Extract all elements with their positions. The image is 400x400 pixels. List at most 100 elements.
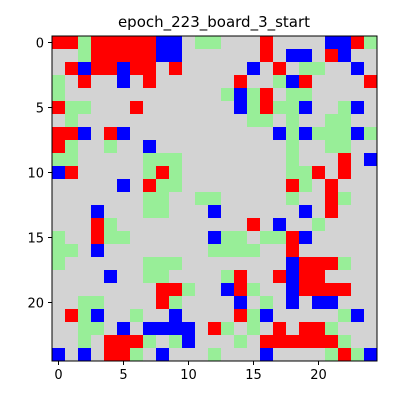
board-cell-empty [273, 49, 287, 63]
y-axis: 0 5 10 15 20 [27, 37, 52, 312]
board-cell-empty [312, 49, 326, 63]
board-cell-blue [91, 244, 105, 258]
board-cell-green [65, 244, 79, 258]
board-cell-empty [195, 88, 209, 102]
board-cell-empty [78, 179, 92, 193]
board-cell-empty [91, 257, 105, 271]
board-cell-empty [208, 62, 222, 76]
board-cell-green [247, 322, 261, 336]
board-cell-empty [286, 218, 300, 232]
board-cell-empty [78, 283, 92, 297]
board-cell-empty [221, 309, 235, 323]
board-cell-empty [312, 205, 326, 219]
board-cell-empty [130, 257, 144, 271]
y-tick-label: 10 [27, 167, 44, 182]
board-cell-red [130, 62, 144, 76]
board-cell-empty [130, 127, 144, 141]
board-cell-green [234, 335, 248, 349]
board-cell-empty [351, 179, 365, 193]
board-cell-blue [364, 348, 378, 362]
board-cell-red [338, 166, 352, 180]
board-cell-blue [156, 36, 170, 50]
board-cell-blue [325, 36, 339, 50]
board-cell-empty [65, 218, 79, 232]
board-cell-green [234, 231, 248, 245]
board-cell-green [247, 114, 261, 128]
board-cell-green [130, 309, 144, 323]
board-cell-green [286, 88, 300, 102]
board-cell-empty [208, 114, 222, 128]
board-cell-blue [351, 62, 365, 76]
board-cell-empty [104, 75, 118, 89]
board-cell-green [52, 257, 66, 271]
board-cell-blue [234, 88, 248, 102]
board-cell-empty [195, 231, 209, 245]
board-cell-empty [156, 75, 170, 89]
board-cell-empty [260, 218, 274, 232]
board-cell-green [169, 257, 183, 271]
board-cell-empty [234, 140, 248, 154]
board-cell-empty [91, 140, 105, 154]
board-cell-green [52, 88, 66, 102]
board-cell-empty [221, 127, 235, 141]
board-cell-empty [117, 140, 131, 154]
board-cell-empty [52, 296, 66, 310]
board-cell-empty [208, 335, 222, 349]
board-cell-green [65, 140, 79, 154]
board-cell-blue [299, 205, 313, 219]
board-cell-empty [78, 218, 92, 232]
board-cell-empty [104, 153, 118, 167]
board-cell-empty [104, 296, 118, 310]
board-cell-empty [273, 88, 287, 102]
board-cell-green [338, 192, 352, 206]
board-cell-green [286, 101, 300, 115]
board-cell-empty [156, 62, 170, 76]
board-cell-green [286, 166, 300, 180]
board-cell-blue [91, 309, 105, 323]
board-cell-empty [143, 348, 157, 362]
board-cell-empty [143, 127, 157, 141]
board-cell-empty [91, 101, 105, 115]
board-cell-green [104, 218, 118, 232]
board-cell-empty [143, 218, 157, 232]
board-cell-green [195, 36, 209, 50]
board-cell-blue [286, 75, 300, 89]
board-cell-empty [221, 62, 235, 76]
board-cell-empty [273, 348, 287, 362]
board-cell-green [130, 348, 144, 362]
x-tick-label: 5 [119, 368, 127, 383]
board-cell-empty [364, 218, 378, 232]
board-cell-empty [91, 153, 105, 167]
board-cell-green [312, 127, 326, 141]
board-cell-empty [195, 62, 209, 76]
board-cell-empty [260, 192, 274, 206]
board-cell-red [234, 270, 248, 284]
board-cell-empty [351, 335, 365, 349]
board-cell-green [156, 153, 170, 167]
board-cell-empty [260, 257, 274, 271]
board-cell-empty [208, 270, 222, 284]
board-cell-red [208, 322, 222, 336]
board-cell-red [299, 322, 313, 336]
board-cell-green [338, 335, 352, 349]
board-cell-empty [234, 218, 248, 232]
board-cell-empty [182, 257, 196, 271]
board-cell-red [143, 75, 157, 89]
board-cell-empty [130, 205, 144, 219]
board-cell-empty [169, 114, 183, 128]
board-cell-empty [364, 257, 378, 271]
board-cell-empty [312, 244, 326, 258]
board-cell-empty [299, 153, 313, 167]
board-cell-green [52, 231, 66, 245]
board-cell-empty [247, 36, 261, 50]
board-cell-empty [286, 309, 300, 323]
board-cell-empty [208, 140, 222, 154]
board-cell-red [169, 283, 183, 297]
board-cell-empty [130, 140, 144, 154]
board-cell-green [143, 257, 157, 271]
board-cell-empty [364, 49, 378, 63]
board-cell-empty [143, 101, 157, 115]
board-cell-empty [130, 114, 144, 128]
board-cell-empty [364, 283, 378, 297]
board-cell-green [65, 114, 79, 128]
